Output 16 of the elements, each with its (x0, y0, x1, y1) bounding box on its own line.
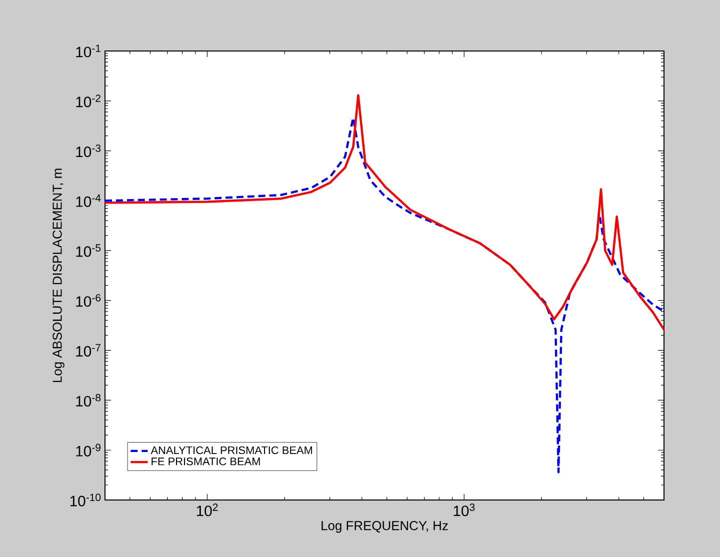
legend-label: FE PRISMATIC BEAM (152, 458, 260, 466)
x-tick-label: 10$^{3}$ (454, 504, 475, 516)
y-axis-title: Log ABSOLUTE DISPLACEMENT, m (52, 168, 64, 382)
y-tick-label: 10$^{-8}$ (76, 394, 101, 407)
y-tick-label: 10$^{-2}$ (76, 94, 100, 108)
y-tick-label: 10$^{-4}$ (76, 194, 101, 207)
x-axis-title: Log FREQUENCY, Hz (322, 521, 448, 533)
y-tick-label: 10$^{-5}$ (76, 244, 101, 257)
y-tick-label: 10$^{-1}$ (76, 44, 100, 58)
y-tick-label: 10$^{-7}$ (76, 344, 100, 357)
y-tick-label: 10$^{-10}$ (70, 494, 101, 506)
x-tick-label: 10$^{2}$ (196, 504, 218, 516)
y-tick-label: 10$^{-9}$ (76, 444, 100, 456)
y-tick-label: 10$^{-6}$ (76, 294, 101, 307)
legend-label: ANALYTICAL PRISMATIC BEAM (150, 446, 312, 454)
y-tick-label: 10$^{-3}$ (76, 144, 101, 158)
